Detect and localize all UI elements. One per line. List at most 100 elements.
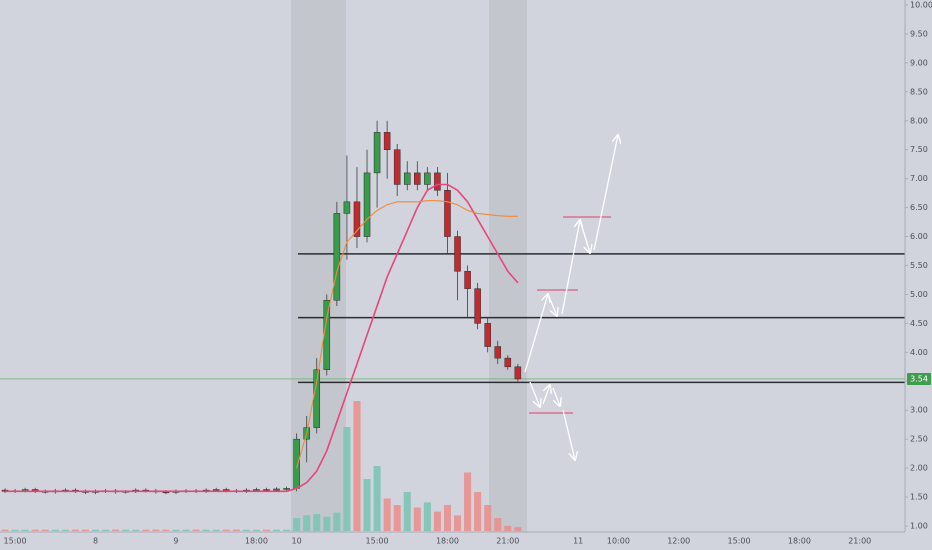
y-tick-label: 7.00 bbox=[910, 174, 928, 183]
candle-body bbox=[383, 132, 391, 150]
volume-bar bbox=[162, 529, 170, 531]
volume-bar bbox=[413, 507, 421, 531]
volume-bar bbox=[81, 529, 89, 531]
x-tick-label: 18:00 bbox=[245, 537, 268, 546]
volume-bar bbox=[313, 514, 321, 531]
volume-bar bbox=[51, 529, 59, 531]
volume-bar bbox=[152, 529, 160, 531]
volume-bar bbox=[323, 516, 331, 531]
volume-bar bbox=[92, 529, 100, 531]
volume-bar bbox=[192, 529, 200, 531]
y-tick-label: 2.50 bbox=[910, 435, 928, 444]
candle-body bbox=[403, 172, 411, 185]
volume-bar bbox=[212, 529, 220, 531]
candle-body bbox=[343, 201, 351, 214]
x-tick-label: 15:00 bbox=[366, 537, 389, 546]
volume-bar bbox=[11, 529, 19, 531]
moving-average bbox=[296, 200, 518, 469]
y-tick-label: 8.00 bbox=[910, 116, 928, 125]
volume-bar bbox=[252, 529, 260, 531]
x-tick-label: 9 bbox=[173, 537, 178, 546]
volume-bar bbox=[262, 529, 270, 531]
volume-bar bbox=[333, 512, 341, 531]
y-tick-label: 7.50 bbox=[910, 145, 928, 154]
last-price-tag bbox=[907, 372, 931, 385]
volume-bar bbox=[112, 529, 120, 531]
volume-bar bbox=[102, 529, 110, 531]
candle-body bbox=[474, 288, 481, 324]
volume-bar bbox=[383, 498, 391, 531]
plot bbox=[0, 120, 905, 531]
arrow bbox=[547, 293, 557, 316]
volume-bar bbox=[202, 529, 210, 531]
y-tick-label: 8.50 bbox=[910, 87, 928, 96]
volume-bar bbox=[273, 529, 281, 531]
volume-bar bbox=[172, 529, 180, 531]
volume-bar bbox=[504, 525, 512, 531]
volume-bar bbox=[353, 401, 361, 531]
volume-bar bbox=[41, 529, 49, 531]
candle-body bbox=[444, 189, 451, 237]
arrow bbox=[529, 381, 540, 407]
candle-body bbox=[333, 213, 341, 301]
volume-bar bbox=[293, 518, 301, 531]
y-tick-label: 4.00 bbox=[910, 348, 928, 357]
volume-bar bbox=[514, 527, 522, 531]
y-tick-label: 1.00 bbox=[910, 522, 928, 531]
last-price-label: 3.54 bbox=[910, 374, 928, 383]
y-tick-label: 3.00 bbox=[910, 406, 928, 415]
candle-body bbox=[454, 236, 461, 272]
volume-bar bbox=[474, 492, 482, 531]
candle-body bbox=[393, 149, 401, 185]
x-tick-label: 15:00 bbox=[728, 537, 751, 546]
candle-body bbox=[293, 438, 300, 489]
volume-bar bbox=[232, 529, 240, 531]
candle-body bbox=[373, 132, 381, 174]
arrow bbox=[542, 385, 550, 405]
y-tick-label: 10.00 bbox=[910, 1, 932, 10]
x-tick-label: 10 bbox=[292, 537, 302, 546]
candle-body bbox=[253, 489, 260, 491]
y-tick-label: 2.00 bbox=[910, 464, 928, 473]
candle-body bbox=[504, 357, 512, 368]
volume-bar bbox=[363, 479, 371, 531]
x-tick-label: 8 bbox=[93, 537, 98, 546]
candle-body bbox=[434, 172, 441, 191]
volume-bar bbox=[61, 529, 69, 531]
x-tick-label: 18:00 bbox=[788, 537, 811, 546]
candle-body bbox=[414, 172, 421, 185]
volume-bar bbox=[283, 529, 291, 531]
x-tick-label: 21:00 bbox=[496, 537, 519, 546]
volume-bar bbox=[21, 529, 29, 531]
y-tick-label: 9.50 bbox=[910, 29, 928, 38]
x-tick-label: 12:00 bbox=[667, 537, 690, 546]
candle-body bbox=[212, 489, 220, 491]
candle-body bbox=[283, 488, 290, 490]
volume-bar bbox=[433, 511, 441, 531]
volume-bar bbox=[454, 515, 462, 531]
volume-bar bbox=[393, 505, 401, 531]
volume-bar bbox=[242, 529, 250, 531]
volume-bar bbox=[71, 529, 79, 531]
y-tick-label: 9.00 bbox=[910, 58, 928, 67]
x-tick-label: 15:00 bbox=[4, 537, 27, 546]
y-tick-label: 5.50 bbox=[910, 261, 928, 270]
volume-bar bbox=[443, 505, 451, 531]
volume-bar bbox=[464, 472, 472, 531]
volume-bar bbox=[31, 529, 39, 531]
candle-body bbox=[484, 323, 491, 347]
volume-bar bbox=[222, 529, 230, 531]
volume-bar bbox=[303, 515, 311, 531]
candle-body bbox=[323, 299, 331, 370]
arrow bbox=[579, 219, 590, 253]
y-tick-label: 1.50 bbox=[910, 493, 928, 502]
arrow bbox=[552, 387, 560, 406]
volume-bar bbox=[373, 466, 381, 531]
candle-body bbox=[363, 172, 371, 237]
volume-bar bbox=[494, 518, 502, 531]
volume-bar bbox=[132, 529, 140, 531]
x-tick-label: 21:00 bbox=[848, 537, 871, 546]
axes: 1.001.502.002.503.003.504.004.505.005.50… bbox=[4, 1, 932, 546]
candle-body bbox=[514, 366, 522, 380]
